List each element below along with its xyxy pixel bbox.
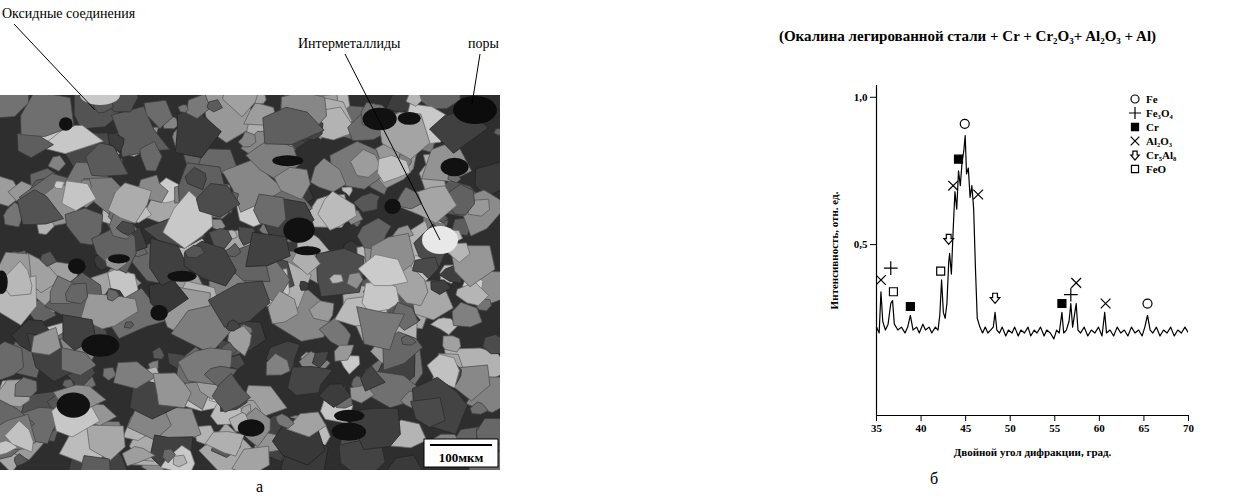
- html-text:Cr₅Al₈: Cr₅Al₈: [1146, 149, 1177, 161]
- svg-text:Интерметаллиды: Интерметаллиды: [298, 36, 401, 51]
- html-text:б: б: [930, 470, 939, 487]
- svg-text:65: 65: [1138, 422, 1150, 434]
- svg-text:45: 45: [960, 422, 972, 434]
- svg-text:55: 55: [1049, 422, 1060, 434]
- html-text:Fe: Fe: [1146, 93, 1158, 105]
- svg-text:40: 40: [916, 422, 928, 434]
- svg-text:50: 50: [1005, 422, 1017, 434]
- svg-text:Оксидные соединения: Оксидные соединения: [2, 6, 136, 21]
- html-text:(Окалина легированной стали +: (Окалина легированной стали + Cr + Cr₂O₃…: [778, 28, 1157, 44]
- svg-text:60: 60: [1094, 422, 1106, 434]
- html-text:Al₂O₃: Al₂O₃: [1146, 135, 1173, 147]
- svg-text:Двойной угол дифракции, град.: Двойной угол дифракции, град.: [954, 446, 1112, 458]
- svg-text:70: 70: [1183, 422, 1195, 434]
- svg-text:Интенсивность, отн. ед.: Интенсивность, отн. ед.: [828, 191, 840, 309]
- svg-text:0,5: 0,5: [854, 238, 868, 250]
- svg-text:100мкм: 100мкм: [439, 450, 484, 465]
- html-text:Fe₃O₄: Fe₃O₄: [1146, 107, 1173, 119]
- html-text:Cr: Cr: [1146, 121, 1159, 133]
- svg-text:1,0: 1,0: [854, 91, 868, 103]
- svg-text:а: а: [256, 478, 263, 495]
- svg-text:поры: поры: [468, 36, 499, 51]
- html-text:FeO: FeO: [1146, 163, 1167, 175]
- svg-text:35: 35: [871, 422, 883, 434]
